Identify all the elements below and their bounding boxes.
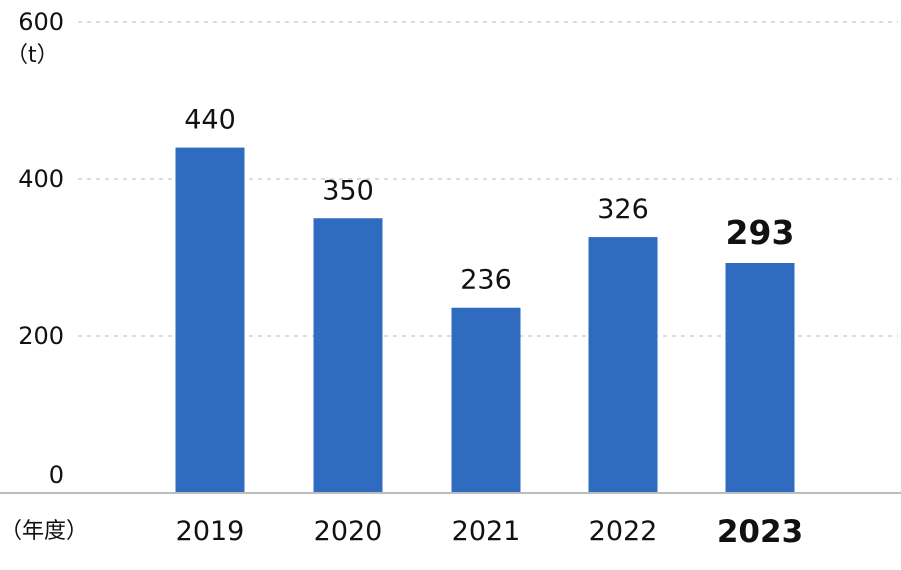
y-tick-labels: 0 200 400 600 <box>18 8 64 489</box>
bars <box>175 147 795 493</box>
bar-2021 <box>451 307 521 493</box>
y-tick-label: 0 <box>49 461 64 489</box>
y-tick-label: 600 <box>18 8 64 36</box>
bar-2019 <box>175 147 245 493</box>
value-label-2020: 350 <box>322 175 374 206</box>
bar-2023 <box>725 262 795 493</box>
bar-2020 <box>313 218 383 493</box>
x-tick-label-2020: 2020 <box>314 516 383 547</box>
y-axis-unit-label: （t） <box>6 43 59 68</box>
x-tick-label-2019: 2019 <box>176 516 245 547</box>
x-axis-unit-label: （年度） <box>0 519 88 544</box>
value-label-2019: 440 <box>184 105 236 136</box>
bar-2022 <box>588 237 658 493</box>
y-tick-label: 400 <box>18 165 64 193</box>
value-labels: 440 350 236 326 293 <box>184 105 794 296</box>
value-label-2021: 236 <box>460 265 512 296</box>
x-tick-labels: 2019 2020 2021 2022 2023 <box>176 514 804 550</box>
value-label-2023: 293 <box>726 213 795 252</box>
x-tick-label-2021: 2021 <box>452 516 521 547</box>
x-tick-label-2023: 2023 <box>717 514 803 550</box>
value-label-2022: 326 <box>597 194 649 225</box>
y-tick-label: 200 <box>18 322 64 350</box>
x-tick-label-2022: 2022 <box>589 516 658 547</box>
